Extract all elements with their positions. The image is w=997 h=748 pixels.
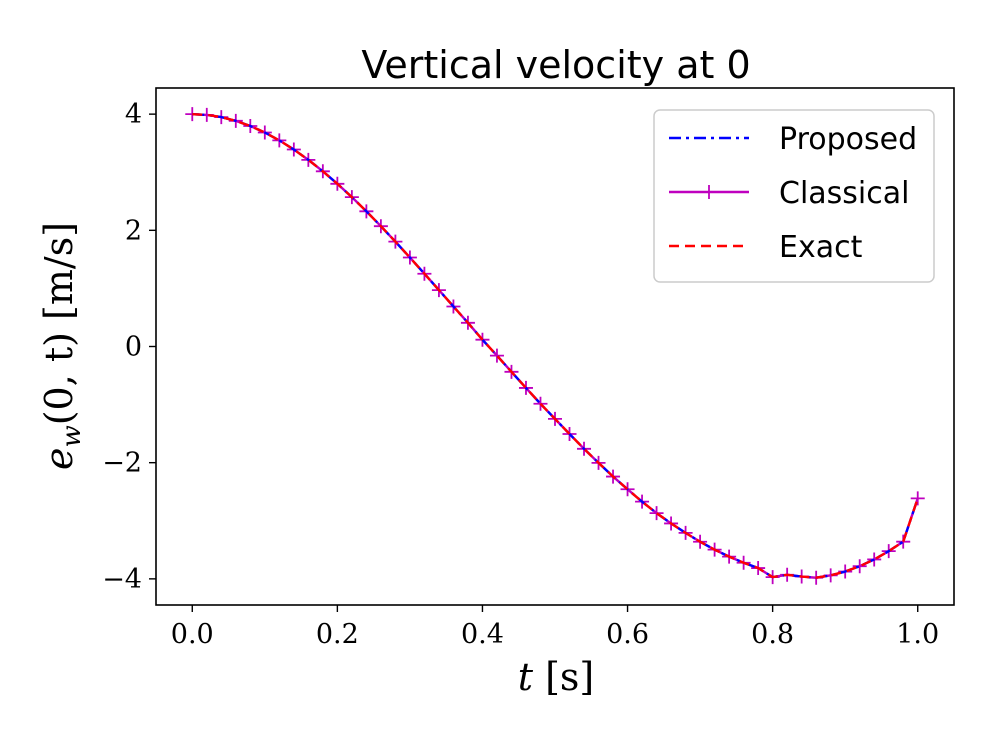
y-axis-label-base: e	[37, 448, 81, 471]
series-point-classical	[489, 348, 504, 363]
y-axis-label-sub: w	[57, 425, 87, 447]
x-tick-label: 0.4	[461, 619, 504, 650]
y-axis-label: ew(0, t) [m/s]	[37, 222, 87, 470]
x-tick-label: 1.0	[896, 619, 939, 650]
x-axis-label-var: t	[518, 655, 534, 699]
x-tick-label: 0.8	[751, 619, 794, 650]
x-axis: 0.0 0.2 0.4 0.6 0.8 1.0	[171, 605, 939, 650]
legend-label-exact: Exact	[779, 230, 863, 265]
series-point-classical	[896, 534, 911, 549]
legend-box	[653, 109, 935, 283]
legend-label-proposed: Proposed	[779, 122, 917, 157]
y-axis-label-rest: (0, t) [m/s]	[37, 222, 81, 425]
x-axis-label: t [s]	[518, 655, 595, 699]
legend-label-classical: Classical	[779, 176, 909, 211]
legend: Proposed Classical Exact	[653, 109, 935, 283]
legend-marker-classical	[702, 185, 716, 199]
x-tick-label: 0.6	[606, 619, 649, 650]
series-point-classical	[852, 559, 867, 574]
y-axis: −4 −2 0 2 4	[102, 99, 156, 595]
y-tick-label: 0	[125, 332, 142, 363]
x-axis-label-unit: [s]	[533, 655, 594, 699]
y-tick-label: −2	[102, 448, 142, 479]
x-tick-label: 0.2	[316, 619, 359, 650]
x-tick-label: 0.0	[171, 619, 214, 650]
series-line-exact	[192, 112, 919, 579]
y-tick-label: 4	[125, 99, 142, 130]
y-tick-label: −4	[102, 564, 142, 595]
series-point-classical	[910, 491, 925, 506]
series-point-classical	[649, 506, 664, 521]
y-tick-label: 2	[125, 215, 142, 246]
chart-title: Vertical velocity at 0	[361, 43, 750, 87]
series-layer	[185, 107, 925, 585]
